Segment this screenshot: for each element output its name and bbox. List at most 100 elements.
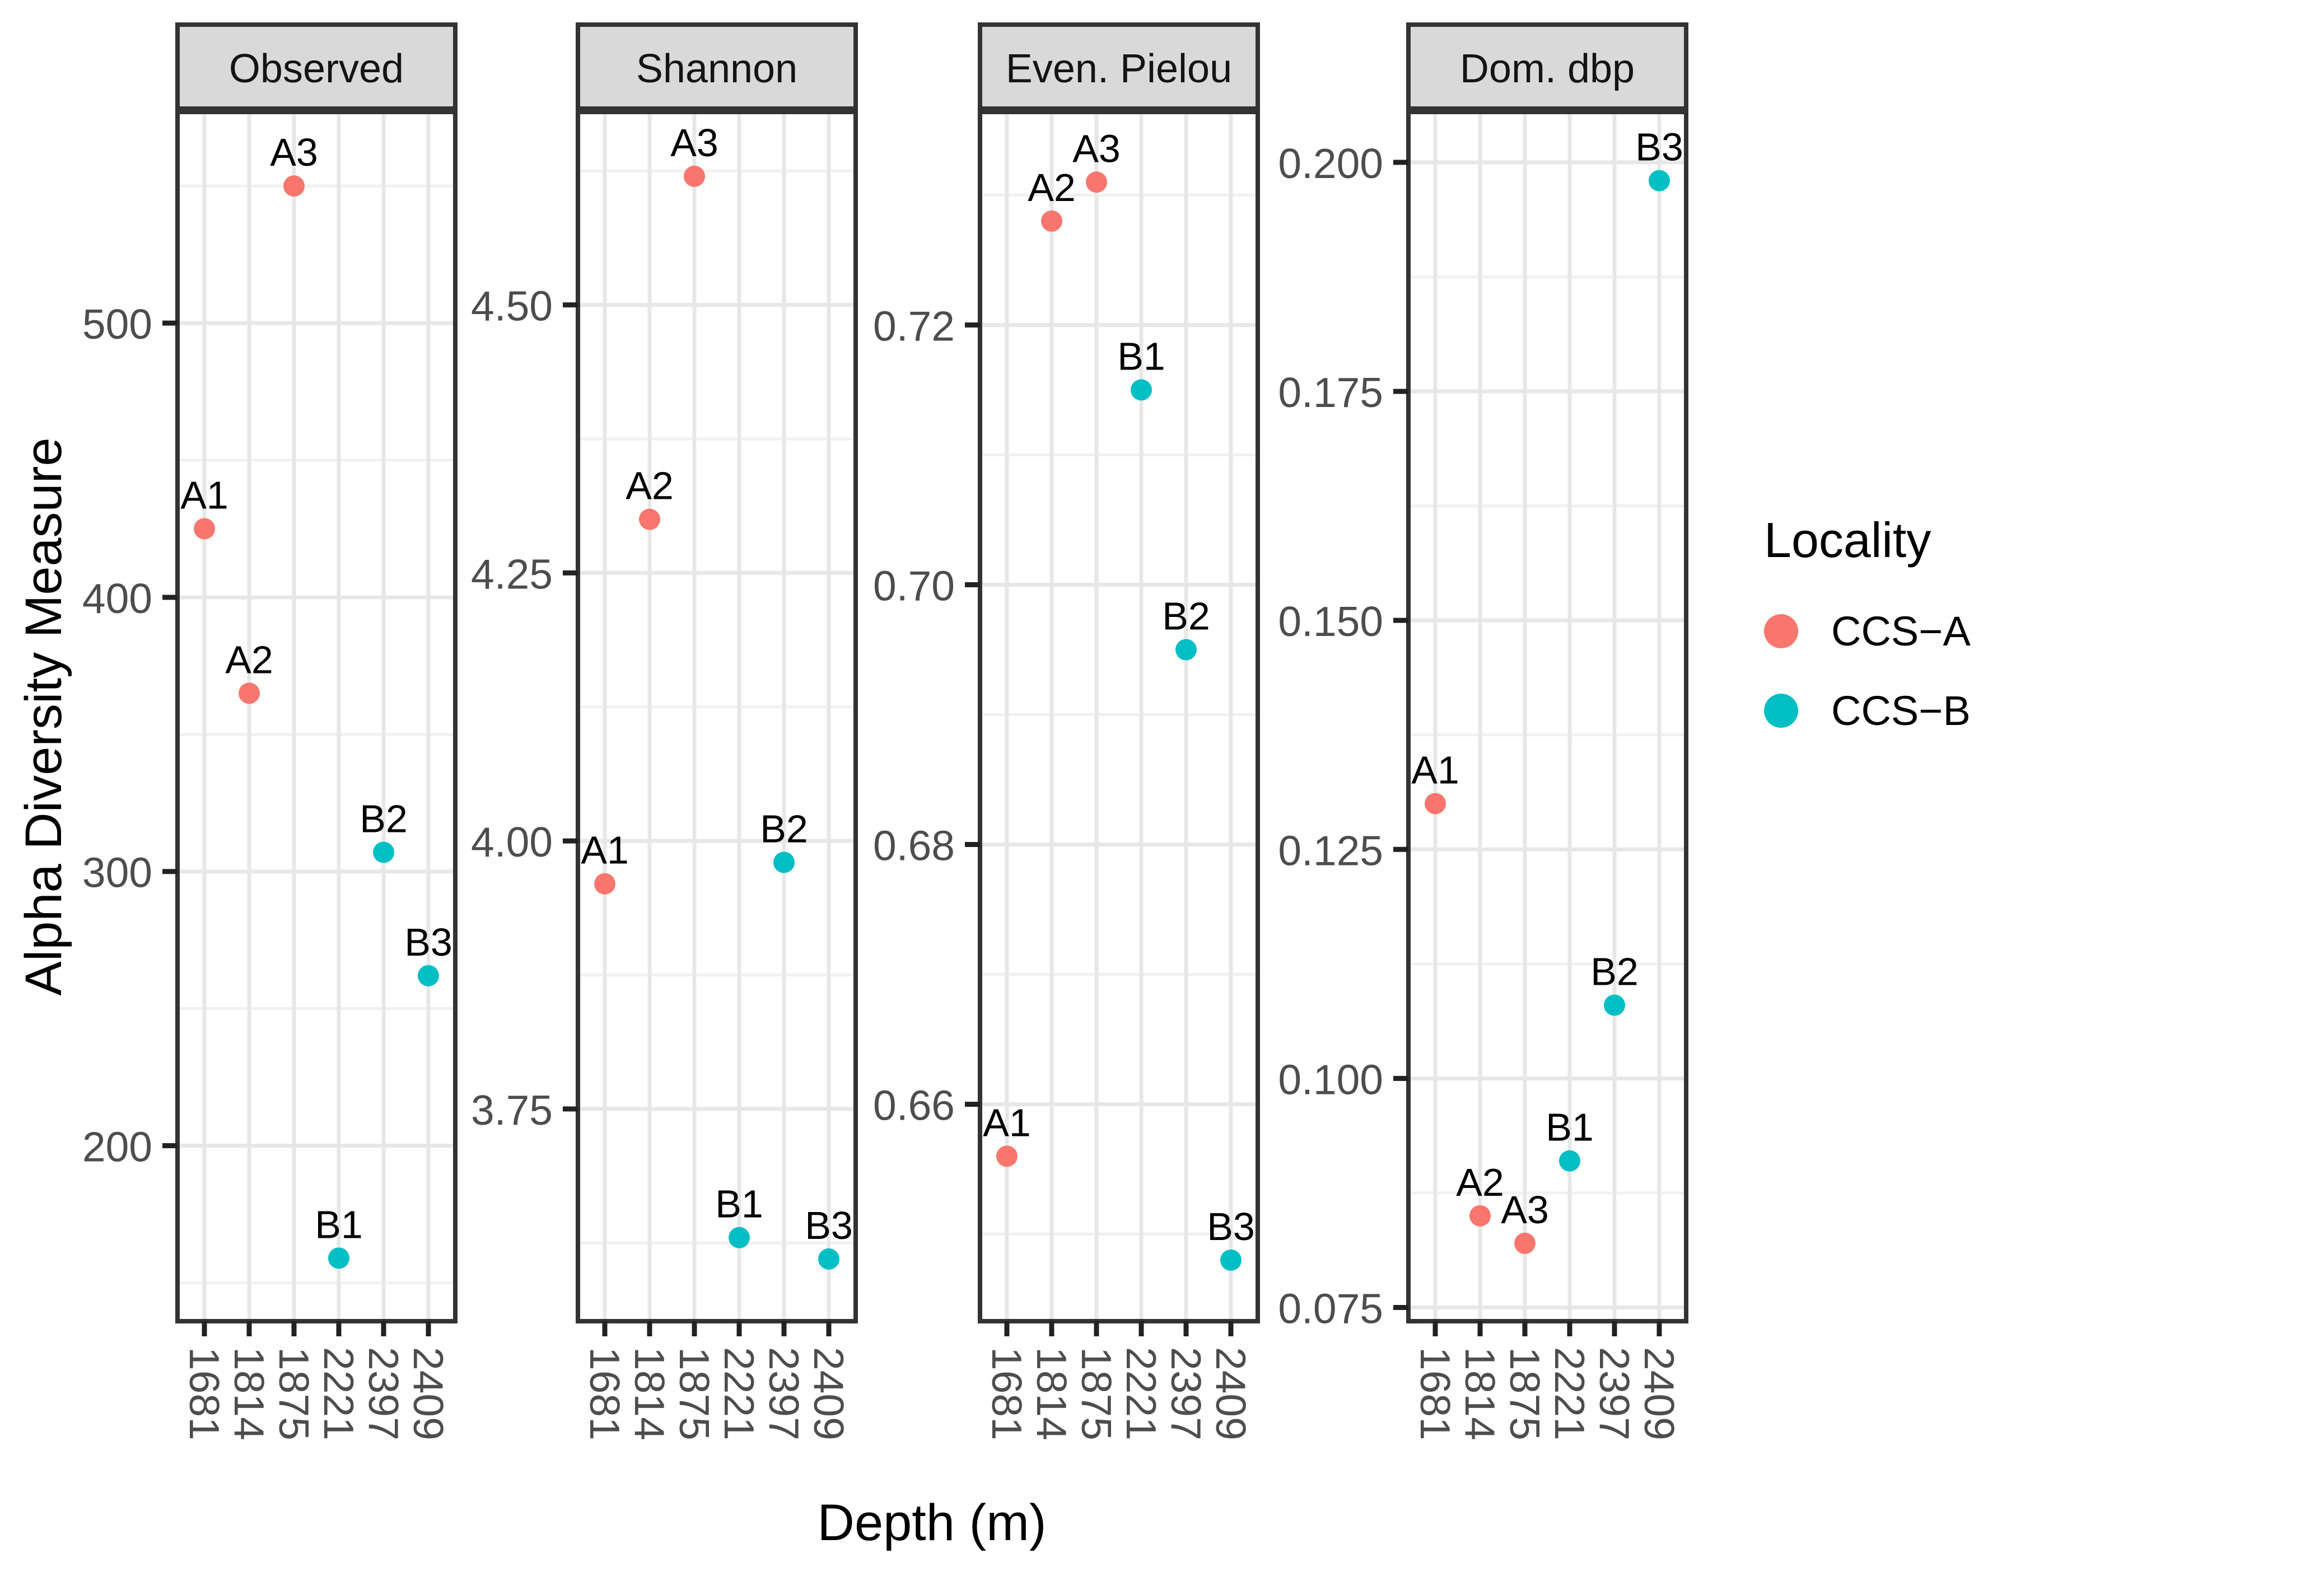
x-axis-title: Depth (m) [817,1494,1047,1551]
data-point-b2 [773,852,795,873]
data-point-b1 [1559,1150,1580,1172]
y-axis-tick-label: 0.175 [1278,369,1383,416]
data-point-label: B3 [805,1204,853,1247]
data-point-label: A3 [670,121,718,165]
data-point-b3 [818,1248,839,1270]
data-point-label: B2 [360,797,408,840]
data-point-a3 [1514,1232,1536,1254]
ccs-a-dot-icon [1764,614,1798,648]
panel-border [576,110,858,1323]
x-axis-tick-label: 2409 [805,1347,852,1440]
x-axis-tick-label: 1814 [226,1347,273,1440]
data-point-b2 [373,841,394,863]
data-point-label: B1 [1546,1106,1594,1149]
x-axis-tick-label: 2221 [1118,1347,1165,1440]
data-point-label: A2 [225,638,273,681]
data-point-label: B2 [1162,595,1210,638]
y-axis-tick-label: 4.25 [471,550,553,597]
y-axis-tick-label: 0.200 [1278,140,1383,187]
legend-item-label: CCS−A [1831,607,1971,654]
data-point-a2 [1469,1205,1491,1227]
data-point-a2 [1041,210,1062,232]
panel-border [1406,110,1688,1323]
data-point-label: B1 [715,1182,763,1226]
data-point-b3 [1220,1249,1242,1271]
data-point-b1 [1131,379,1152,401]
panel-border [978,110,1260,1323]
x-axis-tick-label: 1875 [270,1347,318,1440]
panel-border [175,110,458,1323]
facet-strip [1406,22,1688,111]
legend: Locality CCS−A CCS−B [1764,512,2128,747]
data-point-b3 [418,965,439,986]
x-axis-tick-label: 2221 [716,1347,763,1440]
data-point-label: A1 [983,1101,1031,1144]
y-axis-tick-label: 0.150 [1278,598,1383,645]
data-point-label: A1 [1411,748,1459,792]
x-axis-tick-label: 2221 [1546,1347,1593,1440]
data-point-a3 [1086,171,1107,193]
facet-strip-label: Shannon [636,46,797,91]
data-point-b2 [1175,639,1197,661]
x-axis-tick-label: 1681 [181,1347,228,1440]
x-axis-tick-label: 1814 [626,1347,673,1440]
data-point-label: B1 [315,1203,363,1246]
ccs-b-dot-icon [1764,693,1798,728]
data-point-label: B3 [1635,125,1683,169]
data-point-label: B3 [1207,1205,1255,1248]
x-axis-tick-label: 2409 [1636,1347,1683,1440]
data-point-b2 [1604,994,1625,1016]
facet-strip [978,22,1260,111]
x-axis-tick-label: 1875 [1501,1347,1548,1440]
y-axis-tick-label: 0.70 [873,563,955,610]
facet-strip [576,22,858,111]
y-axis-tick-label: 0.72 [873,302,955,349]
facet-strip-label: Observed [229,46,404,91]
x-axis-tick-label: 1681 [581,1347,628,1440]
y-axis-tick-label: 4.50 [471,283,553,330]
data-point-b3 [1649,170,1670,191]
x-axis-tick-label: 1875 [671,1347,718,1440]
x-axis-tick-label: 1875 [1073,1347,1120,1440]
y-axis-tick-label: 0.100 [1278,1056,1383,1103]
data-point-a2 [639,508,660,530]
data-point-label: A1 [581,829,629,872]
x-axis-tick-label: 2397 [1591,1347,1638,1440]
x-axis-tick-label: 2409 [405,1347,452,1440]
data-point-b1 [729,1227,750,1248]
y-axis-tick-label: 0.125 [1278,827,1383,874]
facet-strip-label: Dom. dbp [1460,46,1635,91]
data-point-label: A1 [180,473,228,517]
y-axis-tick-label: 400 [82,575,152,622]
data-point-label: A2 [626,464,674,508]
data-point-label: B2 [760,807,808,850]
data-point-a1 [594,873,615,895]
data-point-a2 [239,682,260,704]
panel-background [1408,112,1686,1321]
data-point-a1 [996,1145,1018,1167]
x-axis-tick-label: 1681 [1412,1347,1459,1440]
data-point-label: A3 [1072,127,1121,170]
data-point-b1 [328,1247,349,1269]
legend-title: Locality [1764,512,1931,568]
facet-strip-label: Even. Pielou [1006,46,1232,91]
data-point-label: A2 [1456,1161,1504,1204]
x-axis-tick-label: 1814 [1457,1347,1504,1440]
data-point-label: B3 [404,920,452,964]
x-axis-tick-label: 1814 [1028,1347,1075,1440]
data-point-a3 [684,165,705,187]
data-point-a1 [1425,793,1446,815]
y-axis-tick-label: 200 [82,1124,152,1171]
legend-item-ccs-b: CCS−B [1764,687,1971,734]
x-axis-tick-label: 2397 [1163,1347,1210,1440]
y-axis-tick-label: 0.66 [873,1082,955,1129]
legend-item-label: CCS−B [1831,687,1971,734]
y-axis-title: Alpha Diversity Measure [15,437,72,996]
x-axis-tick-label: 2221 [315,1347,362,1440]
x-axis-tick-label: 2409 [1207,1347,1254,1440]
data-point-a3 [283,175,305,197]
x-axis-tick-label: 2397 [360,1347,407,1440]
panel-background [980,112,1258,1321]
panel-background [178,112,455,1321]
